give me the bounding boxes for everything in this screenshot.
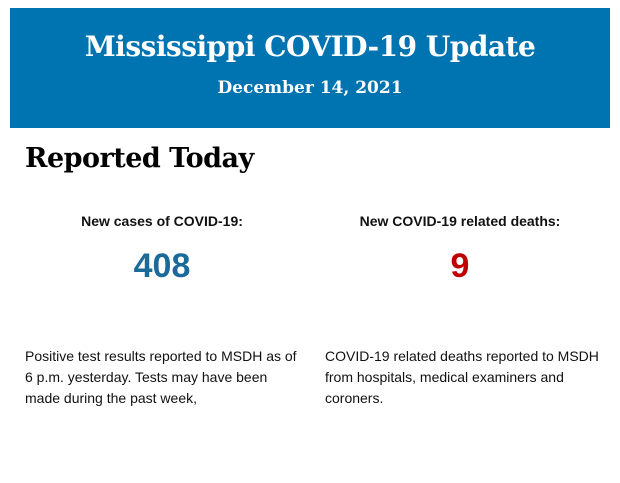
report-date: December 14, 2021 [217,78,403,98]
deaths-description: COVID-19 related deaths reported to MSDH… [325,348,599,406]
cases-stat: New cases of COVID-19: 408 [22,213,302,286]
section-heading: Reported Today [25,143,254,174]
cases-description: Positive test results reported to MSDH a… [25,348,297,406]
deaths-value: 9 [450,247,470,285]
deaths-stat: New COVID-19 related deaths: 9 [320,213,600,286]
cases-label: New cases of COVID-19: [81,213,243,229]
cases-value: 408 [133,247,191,285]
header-banner: Mississippi COVID-19 Update December 14,… [10,8,610,128]
page-title: Mississippi COVID-19 Update [84,30,536,63]
deaths-label: New COVID-19 related deaths: [359,213,561,229]
